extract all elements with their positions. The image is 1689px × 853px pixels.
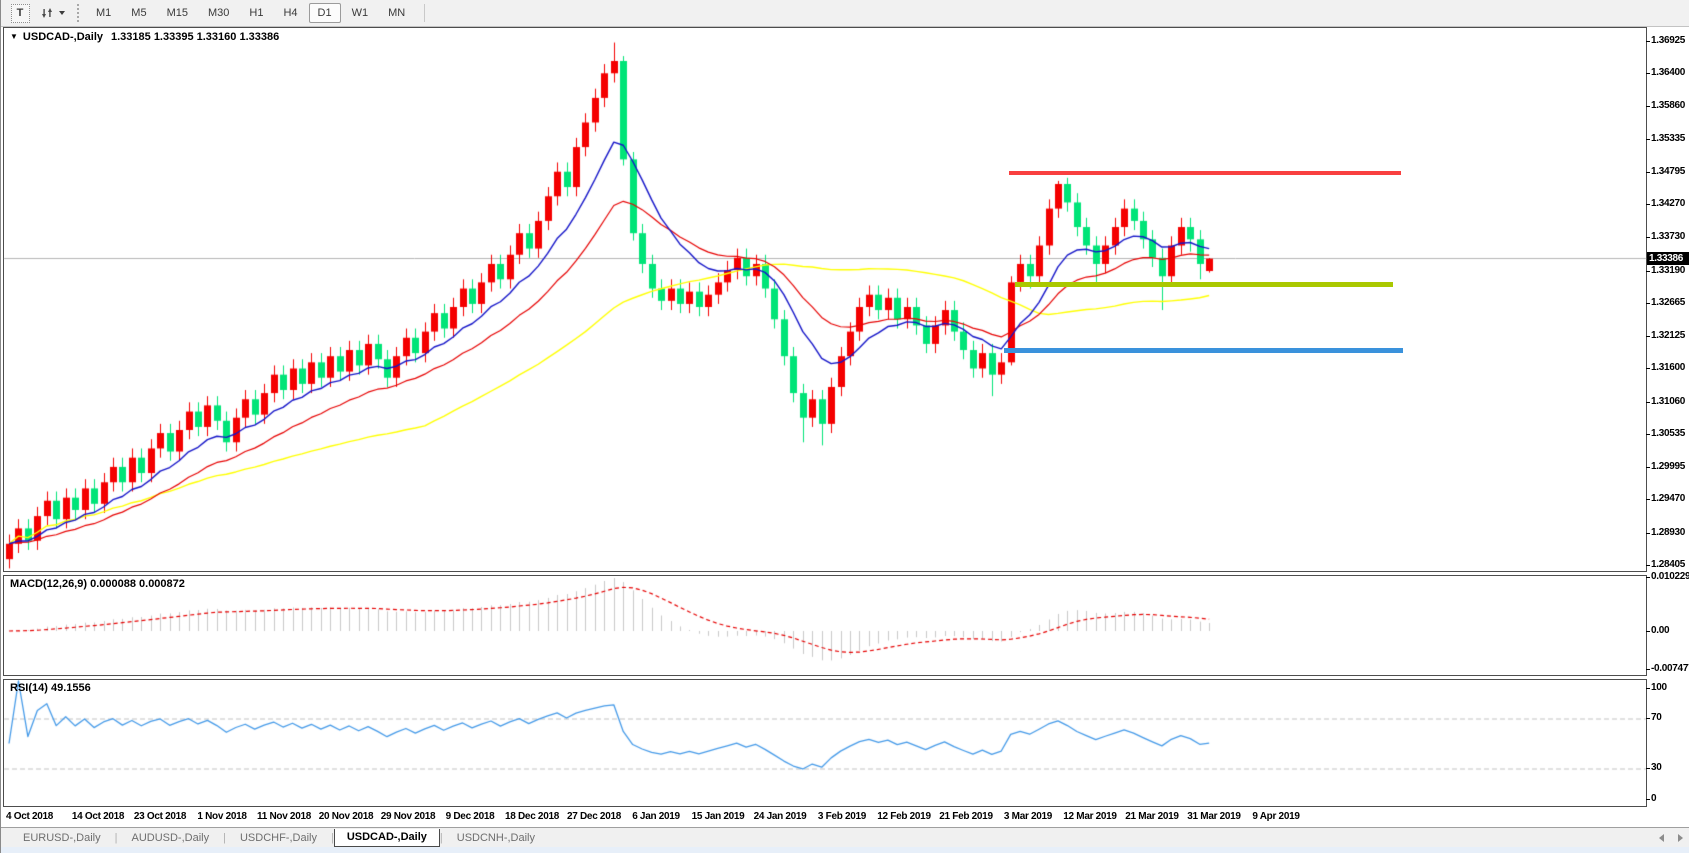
- text-tool-button[interactable]: T: [9, 3, 31, 23]
- chart-tab-usdchf[interactable]: USDCHF-,Daily: [239, 832, 317, 844]
- chart-tab-eurusd[interactable]: EURUSD-,Daily: [23, 832, 101, 844]
- timeframe-button-h4[interactable]: H4: [283, 7, 298, 19]
- chart-tabs: EURUSD-,Daily | AUDUSD-,Daily | USDCHF-,Dail…: [9, 828, 549, 848]
- tab-separator: |: [114, 832, 118, 844]
- timeframe-button-m15[interactable]: M15: [166, 7, 188, 19]
- chart-toolbar: T M1 M5 M15 M30 H1 H4 D1 W1 MN: [1, 0, 1689, 27]
- tab-separator: |: [330, 832, 334, 844]
- timeframe-button-m5[interactable]: M5: [131, 7, 147, 19]
- chart-symbol-label: USDCAD-,Daily: [22, 31, 103, 43]
- collapse-triangle-icon[interactable]: ▼: [10, 32, 18, 41]
- scroll-right-icon[interactable]: [1678, 834, 1683, 842]
- double-arrow-icon: [42, 8, 52, 18]
- toolbar-divider: [424, 4, 426, 22]
- timeframe-button-mn[interactable]: MN: [388, 7, 406, 19]
- lower-support-trendline[interactable]: [1004, 348, 1403, 353]
- chart-tab-usdcad[interactable]: USDCAD-,Daily: [333, 829, 440, 847]
- tab-separator: |: [223, 832, 226, 844]
- chart-tab-bar: EURUSD-,Daily | AUDUSD-,Daily | USDCHF-,Dail…: [1, 827, 1689, 848]
- chevron-down-icon: [59, 11, 65, 15]
- current-price-tag: 1.33386: [1647, 252, 1689, 265]
- arrange-windows-button[interactable]: [39, 3, 65, 23]
- resistance-trendline[interactable]: [1009, 171, 1401, 175]
- chart-tab-audusd[interactable]: AUDUSD-,Daily: [131, 832, 210, 844]
- chart-tab-usdcnh[interactable]: USDCNH-,Daily: [456, 832, 535, 844]
- timeframe-button-m30[interactable]: M30: [207, 7, 230, 19]
- toolbar-grip[interactable]: [77, 4, 79, 22]
- status-strip: [1, 847, 1689, 853]
- macd-label: MACD(12,26,9) 0.000088 0.000872: [10, 578, 185, 590]
- timeframe-button-m1[interactable]: M1: [96, 7, 112, 19]
- tab-scroll-arrows: [1659, 828, 1683, 848]
- rsi-label: RSI(14) 49.1556: [10, 682, 91, 694]
- timeframe-button-w1[interactable]: W1: [351, 7, 369, 19]
- chart-ohlc-values: 1.33185 1.33395 1.33160 1.33386: [111, 31, 280, 43]
- timeframe-button-h1[interactable]: H1: [249, 7, 264, 19]
- chart-title: ▼ USDCAD-,Daily 1.33185 1.33395 1.33160 1.…: [10, 31, 279, 43]
- text-tool-icon: T: [10, 3, 30, 23]
- tab-separator: |: [439, 832, 443, 844]
- timeframe-toolbar: M1 M5 M15 M30 H1 H4 D1 W1 MN: [87, 3, 414, 23]
- mid-support-trendline[interactable]: [1015, 282, 1393, 287]
- timeframe-button-d1[interactable]: D1: [308, 3, 341, 23]
- scroll-left-icon[interactable]: [1659, 834, 1664, 842]
